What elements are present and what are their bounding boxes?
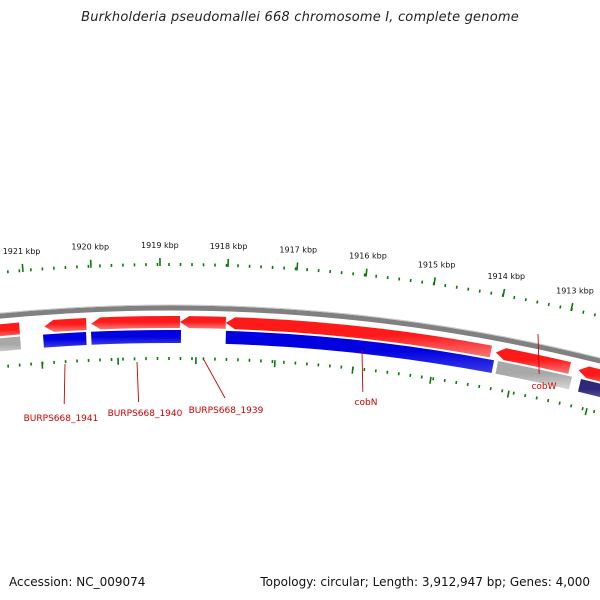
feature-grey-left: [0, 336, 22, 352]
scale-minor-tick: [490, 291, 493, 295]
scale-major-tick: [502, 288, 506, 297]
scale-label: 1914 kbp: [487, 272, 525, 281]
scale-minor-tick: [536, 300, 539, 304]
accession-label: Accession: NC_009074: [9, 575, 146, 589]
scale-minor-tick: [524, 298, 527, 302]
inner-major-tick: [351, 366, 354, 374]
gene-burps668-1939: [179, 316, 226, 329]
scale-major-tick: [570, 302, 574, 312]
inner-minor-tick: [466, 382, 469, 387]
inner-minor-tick: [592, 409, 596, 414]
label-leader-line: [63, 363, 66, 405]
inner-minor-tick: [489, 387, 492, 391]
gene-forward-1: [0, 322, 21, 337]
scale-major-tick: [433, 277, 436, 286]
inner-major-tick: [41, 361, 44, 369]
gene-reverse-1: [43, 332, 87, 348]
scale-minor-tick: [513, 295, 516, 300]
label-burps668-1940: BURPS668_1940: [108, 409, 183, 419]
gene-cobw-upstream: [495, 348, 571, 374]
scale-minor-tick: [547, 302, 550, 307]
scale-minor-tick: [593, 313, 596, 317]
gene-forward-right: [578, 366, 600, 382]
inner-minor-tick: [581, 407, 584, 411]
label-cobw: cobW: [531, 382, 556, 392]
label-leader-line: [361, 349, 364, 393]
genome-summary: Topology: circular; Length: 3,912,947 bp…: [260, 575, 590, 589]
scale-label: 1913 kbp: [556, 286, 594, 295]
scale-major-tick: [21, 263, 24, 273]
scale-label: 1921 kbp: [3, 247, 41, 256]
genome-backbone: [0, 305, 600, 364]
inner-minor-tick: [570, 404, 573, 408]
feature-purple-right: [577, 378, 600, 398]
scale-label: 1916 kbp: [349, 252, 387, 261]
label-cobn: cobN: [355, 398, 378, 408]
label-leader-line: [203, 359, 226, 399]
gene-reverse-cobn: [225, 330, 495, 374]
inner-minor-tick: [524, 393, 527, 398]
scale-minor-tick: [478, 289, 481, 293]
scale-label: 1917 kbp: [279, 245, 317, 254]
feature-grey-cobw: [495, 361, 572, 390]
label-leader-line: [537, 333, 540, 375]
scale-label: 1918 kbp: [210, 242, 248, 251]
gene-burps668-1940: [91, 316, 180, 330]
label-burps668-1941: BURPS668_1941: [24, 414, 99, 424]
gene-cobn: [225, 317, 493, 358]
map-title: Burkholderia pseudomallei 668 chromosome…: [81, 10, 519, 25]
label-leader-line: [136, 361, 140, 403]
inner-minor-tick: [558, 401, 561, 405]
gene-reverse-2: [91, 330, 181, 345]
inner-minor-tick: [478, 384, 481, 389]
scale-label: 1915 kbp: [418, 261, 456, 270]
scale-label: 1919 kbp: [141, 241, 179, 250]
inner-minor-tick: [547, 398, 550, 403]
scale-major-tick: [365, 268, 368, 277]
inner-major-tick: [584, 408, 588, 416]
scale-major-tick: [296, 262, 299, 271]
scale-minor-tick: [559, 305, 562, 309]
scale-label: 1920 kbp: [71, 243, 109, 252]
label-burps668-1939: BURPS668_1939: [189, 406, 264, 416]
inner-major-tick: [429, 376, 432, 384]
gene-burps668-1941: [44, 318, 87, 332]
scale-minor-tick: [582, 310, 585, 314]
inner-minor-tick: [535, 396, 538, 400]
inner-minor-tick: [501, 389, 504, 393]
inner-minor-tick: [512, 391, 515, 395]
inner-major-tick: [506, 390, 510, 398]
